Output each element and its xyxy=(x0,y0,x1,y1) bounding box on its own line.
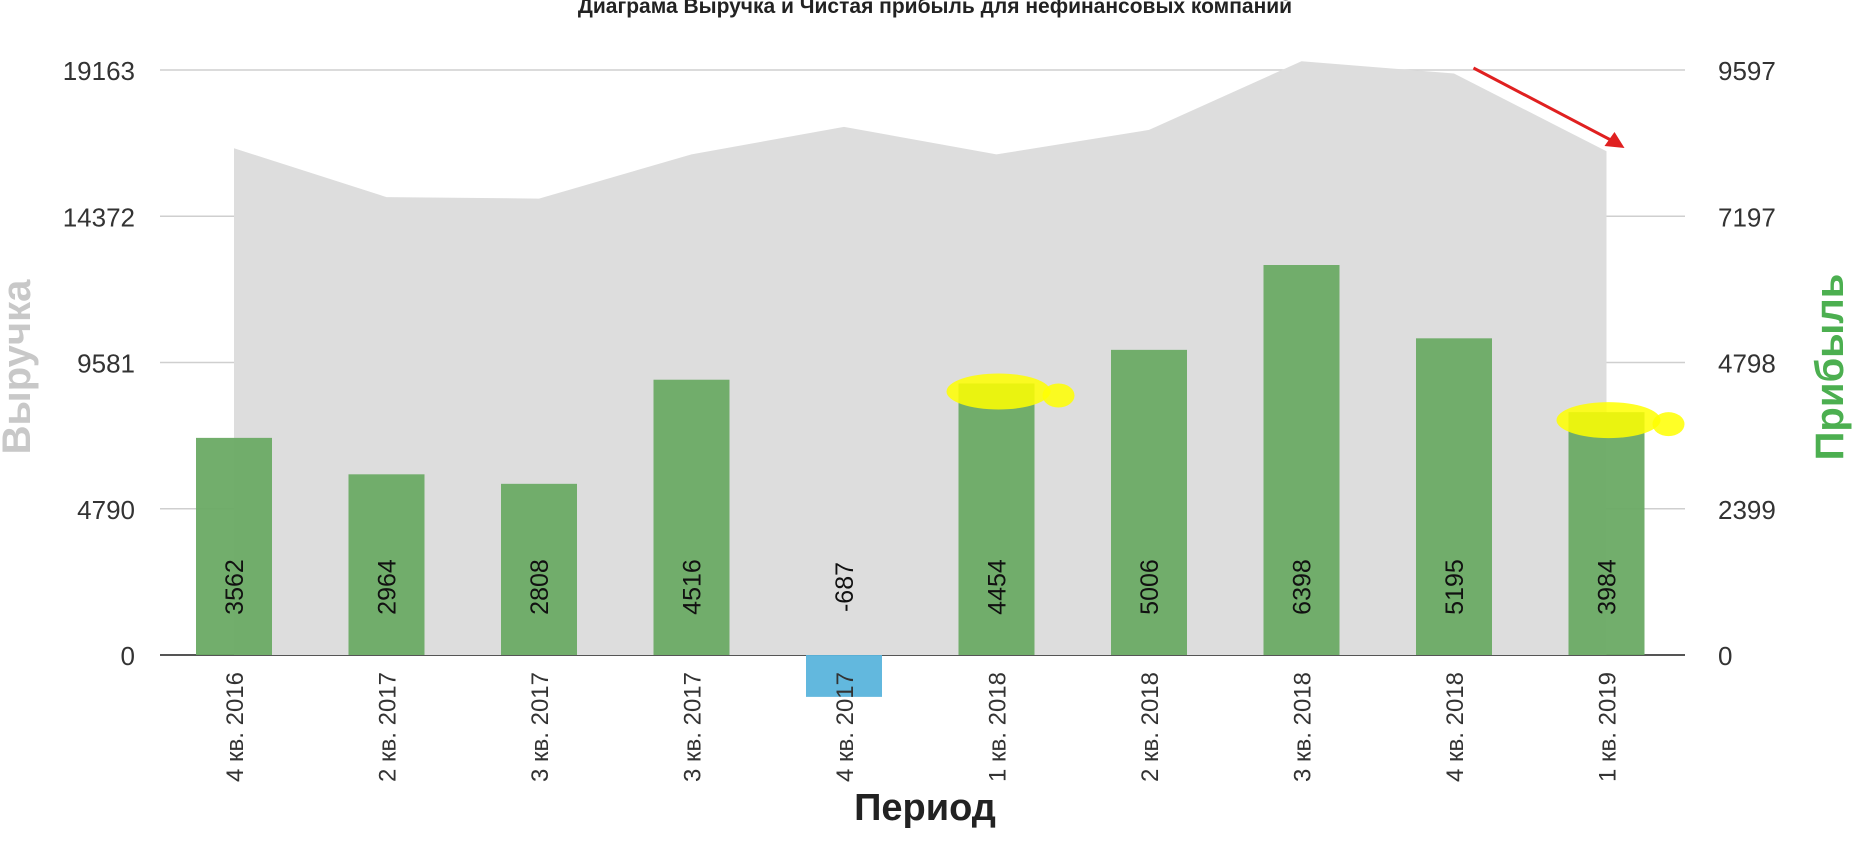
y-axis-left-title: Выручка xyxy=(0,279,39,454)
profit-bar xyxy=(1263,265,1340,655)
x-tick-label: 4 кв. 2017 xyxy=(832,672,859,782)
y-right-tick-label: 4798 xyxy=(1718,349,1776,379)
annotations xyxy=(946,66,1685,439)
profit-bar xyxy=(1416,338,1492,655)
x-tick-label: 1 кв. 2019 xyxy=(1595,672,1622,782)
profit-bar xyxy=(1111,349,1187,655)
y-left-tick-label: 0 xyxy=(121,641,135,671)
bar-value-label: 2964 xyxy=(374,559,402,615)
bar-value-label: 3562 xyxy=(221,559,249,615)
y-right-tick-label: 7197 xyxy=(1718,202,1776,232)
bar-value-label: 4516 xyxy=(679,559,707,615)
x-tick-label: 2 кв. 2017 xyxy=(375,672,402,782)
arrow-line xyxy=(1472,66,1618,145)
highlight-mark xyxy=(1556,402,1661,439)
y-axis-right-title: Прибыль xyxy=(1808,274,1852,461)
bar-value-label: -687 xyxy=(831,562,859,612)
profit-bars: 3562 2964 2808 4516 -687 4454 5006 6398 5195 3984 xyxy=(196,265,1645,697)
y-right-tick-label: 0 xyxy=(1718,641,1732,671)
x-tick-label: 3 кв. 2017 xyxy=(527,672,554,782)
x-axis-title: Период xyxy=(854,787,996,829)
highlight-mark xyxy=(1042,383,1075,408)
x-tick-label: 3 кв. 2017 xyxy=(680,672,707,782)
bar-value-label: 3984 xyxy=(1594,559,1622,615)
y-left-tick-label: 14372 xyxy=(63,202,135,232)
y-left-tick-label: 9581 xyxy=(77,349,135,379)
revenue-area-shape xyxy=(234,61,1607,655)
x-tick-label: 3 кв. 2018 xyxy=(1290,672,1317,782)
highlight-mark xyxy=(1652,412,1685,437)
bar-value-label: 5195 xyxy=(1441,559,1469,615)
highlight-mark xyxy=(946,373,1051,410)
profit-bar xyxy=(196,437,272,655)
profit-bar xyxy=(958,383,1035,655)
profit-bar xyxy=(348,474,425,655)
profit-bar xyxy=(501,483,577,655)
y-right-tick-label: 2399 xyxy=(1718,495,1776,525)
bar-value-label: 6398 xyxy=(1289,559,1317,615)
bar-value-label: 5006 xyxy=(1136,559,1164,615)
bar-value-label: 4454 xyxy=(984,559,1012,615)
y-left-tick-label: 19163 xyxy=(63,56,135,86)
x-tick-label: 1 кв. 2018 xyxy=(985,672,1012,782)
arrow-head xyxy=(1604,132,1625,148)
x-tick-label: 4 кв. 2018 xyxy=(1442,672,1469,782)
y-right-tick-label: 9597 xyxy=(1718,56,1776,86)
chart-title: Диаграма Выручка и Чистая прибыль для не… xyxy=(578,0,1292,18)
axes: 0 4790 9581 14372 19163 0 2399 4798 7197 9597 4 кв… xyxy=(63,56,1776,782)
profit-bar xyxy=(1568,412,1645,655)
profit-bar xyxy=(653,379,730,655)
x-tick-label: 2 кв. 2018 xyxy=(1137,672,1164,782)
x-tick-label: 4 кв. 2016 xyxy=(222,672,249,782)
profit-bar xyxy=(806,655,882,697)
y-left-tick-label: 4790 xyxy=(77,495,135,525)
bar-value-label: 2808 xyxy=(526,559,554,615)
revenue-area xyxy=(234,61,1607,655)
